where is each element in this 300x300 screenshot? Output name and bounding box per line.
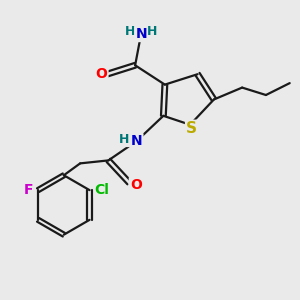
Text: H: H xyxy=(124,25,135,38)
Text: O: O xyxy=(96,67,107,81)
Text: Cl: Cl xyxy=(94,183,110,197)
Text: H: H xyxy=(119,133,129,146)
Text: H: H xyxy=(147,25,158,38)
Text: F: F xyxy=(24,183,33,197)
Text: O: O xyxy=(130,178,142,192)
Text: S: S xyxy=(186,121,197,136)
Text: N: N xyxy=(135,27,147,41)
Text: N: N xyxy=(131,134,142,148)
